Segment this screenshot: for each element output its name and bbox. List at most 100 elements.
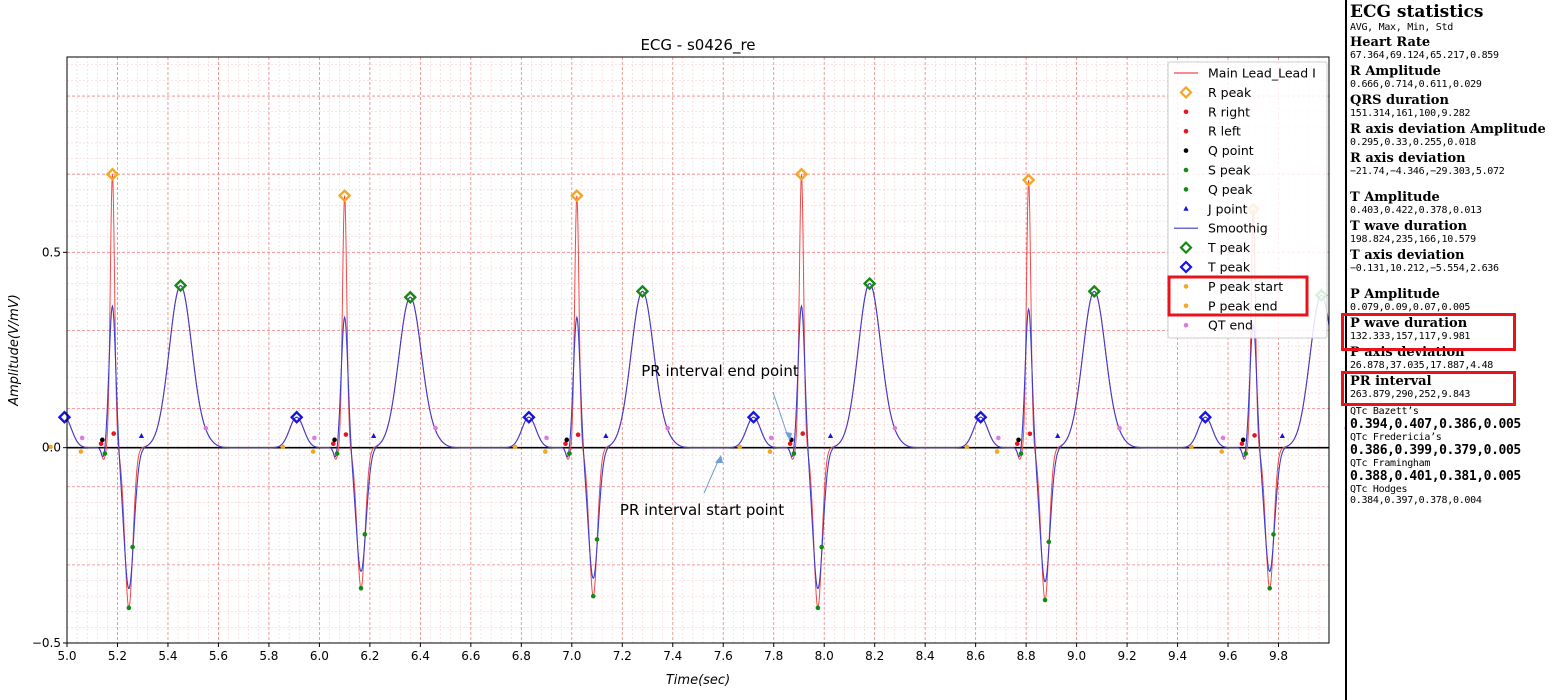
ecg-markers	[48, 167, 1345, 611]
legend-item-9: T peak	[1179, 240, 1251, 255]
s-peak-marker	[130, 544, 135, 550]
stat-heading: Heart Rate	[1350, 35, 1431, 50]
qt-end-marker	[892, 425, 898, 431]
legend: Main Lead_Lead I R peak R right R left Q poi…	[1167, 61, 1328, 339]
p-peak-end-marker	[994, 449, 1000, 454]
annotations: PR interval end point PR interval start …	[620, 362, 799, 519]
t-peak-blue-marker	[289, 410, 304, 424]
r-right-marker	[1252, 433, 1257, 438]
stat-value: 0.666,0.714,0.611,0.029	[1350, 79, 1482, 90]
legend-label: Main Lead_Lead I	[1208, 66, 1316, 81]
qt-end-marker	[544, 435, 549, 441]
qt-end-marker	[1220, 435, 1226, 441]
x-tick-label: 8.2	[865, 649, 884, 663]
r-peak-marker	[794, 167, 809, 181]
x-tick-label: 9.6	[1218, 649, 1237, 663]
y-tick-label: 0.5	[42, 245, 61, 259]
s-peak-marker	[1042, 597, 1048, 603]
s-peak-marker	[1267, 586, 1272, 591]
qt-end-marker	[203, 425, 209, 431]
x-tick-label: 5.0	[57, 649, 76, 663]
stat-value: −0.131,10.212,−5.554,2.636	[1350, 263, 1499, 274]
x-tick-label: 5.4	[158, 649, 177, 663]
r-right-marker	[1027, 431, 1033, 437]
x-tick-label: 6.6	[461, 649, 480, 663]
r-left-marker	[563, 441, 568, 447]
x-tick-label: 7.4	[663, 649, 682, 663]
p-peak-end-marker	[542, 449, 548, 454]
legend-label: S peak	[1208, 163, 1251, 178]
stat-value: 0.295,0.33,0.255,0.018	[1350, 137, 1476, 148]
stat-heading: T wave duration	[1350, 219, 1468, 234]
p-peak-start-marker	[1189, 444, 1194, 450]
x-tick-label: 8.0	[815, 649, 834, 663]
p-peak-start-marker	[512, 444, 518, 450]
qtc-value: 0.386,0.399,0.379,0.005	[1350, 443, 1521, 458]
r-left-marker	[1014, 441, 1020, 447]
legend-item-6: Q peak	[1183, 182, 1253, 197]
t-peak-blue-marker	[746, 410, 761, 424]
stat-value: 132.333,157,117,9.981	[1350, 331, 1471, 342]
legend-label: Q point	[1208, 143, 1254, 158]
x-tick-label: 7.6	[714, 649, 733, 663]
s-peak-marker	[594, 537, 600, 542]
stat-value: 198.824,235,166,10.579	[1350, 234, 1476, 245]
legend-item-3: R left	[1183, 124, 1241, 139]
j-point-marker	[603, 432, 609, 438]
plot-frame	[66, 56, 1330, 644]
q-peak-marker	[566, 451, 572, 456]
p-peak-start-marker	[280, 444, 286, 450]
r-peak-marker	[337, 188, 352, 203]
qtc-value: 0.388,0.401,0.381,0.005	[1350, 469, 1521, 484]
stat-value: −21.74,−4.346,−29.303,5.072	[1350, 166, 1505, 177]
qt-end-marker	[1117, 425, 1122, 431]
qt-end-marker	[433, 425, 438, 431]
qtc-label: QTc Hodges	[1350, 484, 1408, 495]
stat-heading: PR interval	[1350, 374, 1432, 389]
t-peak-green-marker	[862, 276, 877, 291]
legend-item-7: J point	[1183, 201, 1248, 216]
r-right-marker	[575, 432, 581, 437]
x-tick-label: 7.0	[562, 649, 581, 663]
x-tick-label: 5.6	[209, 649, 228, 663]
stats-subtitle: AVG, Max, Min, Std	[1350, 22, 1453, 33]
stat-value: 151.314,161,100,9.282	[1350, 108, 1471, 119]
x-tick-label: 9.4	[1168, 649, 1187, 663]
stat-value: 0.079,0.09,0.07,0.005	[1350, 302, 1471, 313]
legend-p-highlight	[1167, 275, 1309, 317]
q-peak-marker	[1243, 451, 1249, 456]
stat-heading: T Amplitude	[1350, 190, 1440, 205]
legend-item-8: Smoothig	[1174, 221, 1268, 236]
ecg-chart: 5.0 5.2 5.4 5.6 5.8 6.0 6.2 6.4 6.6 6.8 7.0 7.2 7.4 7…	[7, 36, 1345, 688]
s-peak-marker	[362, 532, 368, 537]
s-peak-marker	[815, 605, 821, 611]
p-peak-end-marker	[767, 449, 773, 454]
x-tick-label: 6.0	[310, 649, 329, 663]
stat-heading: P Amplitude	[1350, 287, 1440, 302]
t-peak-green-marker	[403, 290, 417, 304]
q-point-marker	[1016, 437, 1021, 443]
q-peak-marker	[1018, 451, 1024, 456]
q-point-marker	[1240, 437, 1246, 443]
stat-heading: QRS duration	[1350, 93, 1449, 108]
y-tick-label: −0.5	[32, 636, 61, 650]
j-point-marker	[827, 432, 834, 438]
stat-value: 0.403,0.422,0.378,0.013	[1350, 205, 1482, 216]
legend-label: T peak	[1207, 260, 1251, 275]
legend-item-5: S peak	[1183, 163, 1251, 178]
t-peak-blue-marker	[973, 410, 988, 424]
stats-title: ECG statistics	[1350, 2, 1484, 22]
r-left-marker	[98, 441, 104, 447]
legend-item-12: P peak end	[1183, 298, 1278, 313]
qt-end-marker	[79, 435, 85, 441]
x-tick-label: 9.0	[1067, 649, 1086, 663]
t-peak-blue-marker	[1198, 410, 1213, 424]
j-point-marker	[371, 432, 377, 438]
x-tick-label: 7.8	[764, 649, 783, 663]
legend-label: T peak	[1207, 240, 1251, 255]
annotation-pr-start: PR interval start point	[620, 501, 784, 519]
p-peak-end-marker	[310, 449, 316, 454]
chart-title: ECG - s0426_re	[640, 36, 755, 55]
t-peak-green-marker	[635, 284, 650, 299]
stat-heading: T axis deviation	[1350, 248, 1465, 263]
